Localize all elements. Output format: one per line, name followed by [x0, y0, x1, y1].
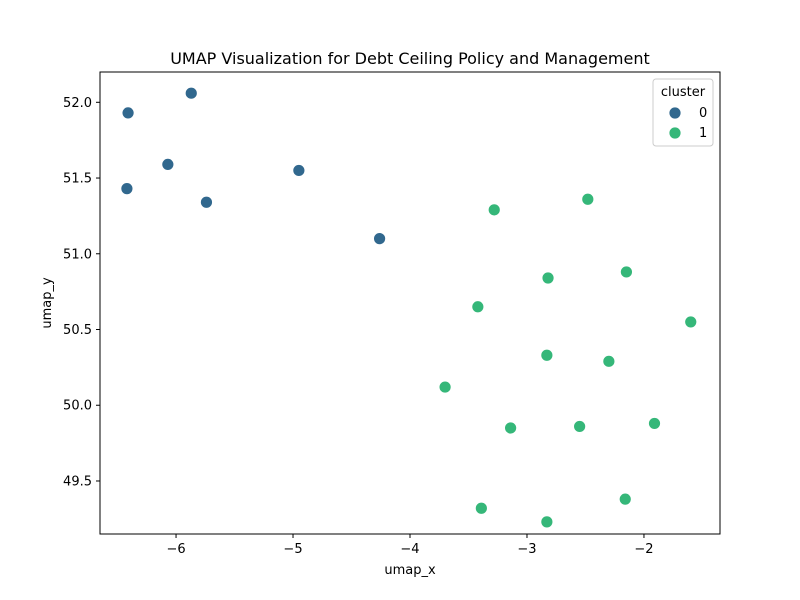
point-cluster-1-7	[602, 354, 616, 368]
y-axis-ticks: 49.5 50.0 50.5 51.0 51.5 52.0	[63, 96, 100, 489]
point-cluster-0-0	[121, 106, 135, 120]
chart-title: UMAP Visualization for Debt Ceiling Poli…	[170, 49, 650, 68]
point-cluster-1-0	[581, 192, 595, 206]
y-tick-label: 49.5	[63, 474, 92, 489]
point-cluster-1-5	[684, 315, 698, 329]
legend-label-cluster-1: 1	[699, 126, 707, 141]
point-cluster-1-1	[487, 203, 501, 217]
legend-label-cluster-0: 0	[699, 106, 707, 121]
point-cluster-0-3	[120, 182, 134, 196]
x-tick-label: −5	[283, 542, 302, 557]
x-tick-label: −2	[634, 542, 653, 557]
point-cluster-1-6	[540, 348, 554, 362]
legend: cluster 0 1	[652, 78, 714, 147]
y-tick-label: 51.5	[63, 172, 92, 187]
point-cluster-0-2	[161, 157, 175, 171]
x-axis-ticks: −6 −5 −4 −3 −2	[166, 534, 654, 557]
legend-marker-cluster-1	[668, 126, 682, 140]
x-tick-label: −6	[166, 542, 185, 557]
legend-marker-cluster-0	[668, 106, 682, 120]
y-axis-label: umap_y	[40, 277, 55, 329]
point-cluster-1-12	[618, 492, 632, 506]
x-axis-label: umap_x	[384, 563, 436, 578]
x-tick-label: −4	[400, 542, 419, 557]
point-cluster-0-6	[373, 232, 386, 246]
point-cluster-1-14	[540, 515, 554, 529]
y-tick-label: 51.0	[63, 247, 92, 262]
point-cluster-1-2	[620, 265, 633, 279]
point-cluster-0-4	[200, 195, 213, 209]
scatter-points	[120, 86, 698, 529]
legend-title: cluster	[661, 85, 706, 100]
legend-box	[652, 78, 714, 147]
point-cluster-1-3	[541, 271, 555, 285]
point-cluster-1-9	[648, 417, 661, 430]
y-tick-label: 52.0	[63, 96, 92, 111]
x-tick-label: −3	[517, 542, 536, 557]
y-tick-label: 50.0	[63, 399, 92, 414]
point-cluster-1-8	[438, 380, 452, 394]
point-cluster-0-5	[292, 164, 306, 177]
point-cluster-1-4	[471, 300, 485, 314]
plot-frame	[99, 71, 721, 535]
point-cluster-1-13	[474, 501, 488, 515]
y-tick-label: 50.5	[63, 323, 92, 338]
point-cluster-0-1	[184, 86, 198, 100]
point-cluster-1-11	[504, 421, 518, 435]
point-cluster-1-10	[573, 420, 587, 433]
